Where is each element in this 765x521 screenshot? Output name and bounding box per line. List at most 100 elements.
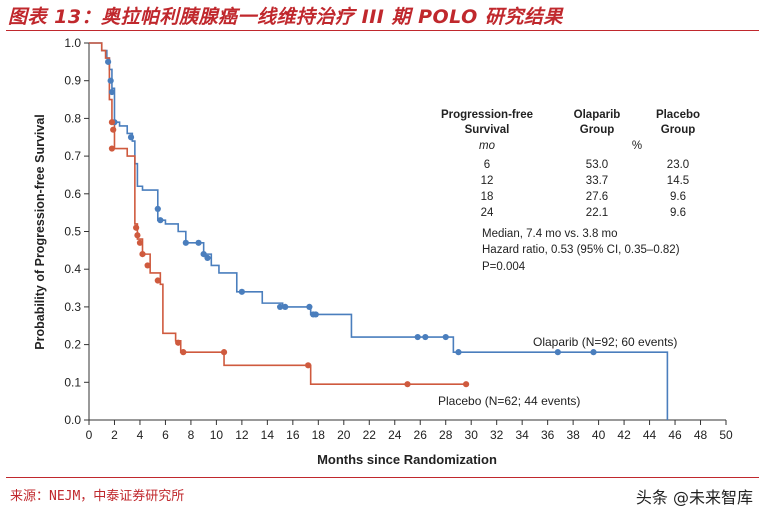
table-header-placebo-line2: Group [661,124,696,136]
stat-p-value: P=0.004 [482,261,526,273]
table-row-olaparib: 53.0 [586,159,608,171]
olaparib-censor-point [282,303,289,310]
x-tick-label: 34 [515,428,529,442]
placebo-censor-point [154,277,161,284]
olaparib-censor-point [154,205,161,212]
y-tick-label: 0.2 [64,338,81,352]
y-tick-label: 0.6 [64,187,81,201]
x-tick-label: 38 [566,428,580,442]
y-tick-label: 0.0 [64,413,81,427]
olaparib-censor-point [238,288,245,295]
olaparib-censor-point [306,303,313,310]
figure-title: 图表 13：奥拉帕利胰腺癌一线维持治疗 III 期 POLO 研究结果 [8,6,563,28]
table-header-olaparib-line1: Olaparib [574,109,621,121]
x-tick-label: 40 [592,428,606,442]
y-tick-label: 0.3 [64,300,81,314]
olaparib-censor-point [157,217,164,224]
table-row-month: 18 [481,191,494,203]
x-tick-label: 0 [86,428,93,442]
x-tick-label: 50 [719,428,733,442]
olaparib-censor-point [554,349,561,356]
table-header-placebo-line1: Placebo [656,109,700,121]
x-tick-label: 46 [668,428,682,442]
placebo-censor-point [133,224,140,231]
placebo-censor-point [110,126,117,133]
table-row-month: 24 [481,207,494,219]
placebo-censor-point [108,119,116,126]
x-tick-label: 16 [286,428,300,442]
olaparib-censor-point [127,134,135,141]
table-unit-percent: % [632,140,642,152]
source-rule [6,477,759,478]
censor-marks [105,58,597,388]
x-tick-label: 20 [337,428,351,442]
x-tick-label: 6 [162,428,169,442]
x-tick-label: 22 [363,428,377,442]
source-note: 来源：NEJM，中泰证券研究所 [10,489,185,504]
placebo-censor-point [305,362,312,369]
placebo-censor-point [180,349,187,356]
x-tick-label: 8 [188,428,195,442]
y-axis-label: Probability of Progression-free Survival [33,114,47,349]
olaparib-censor-point [442,333,449,341]
x-tick-label: 30 [465,428,479,442]
table-header-pfs-line2: Survival [465,124,510,136]
placebo-censor-point [220,349,228,356]
x-tick-label: 26 [414,428,428,442]
table-row-olaparib: 22.1 [586,207,608,219]
placebo-censor-point [404,381,411,388]
table-row-placebo: 9.6 [670,207,686,219]
table-row-placebo: 23.0 [667,159,689,171]
y-tick-label: 0.9 [64,74,81,88]
x-tick-label: 48 [694,428,708,442]
x-tick-label: 24 [388,428,402,442]
y-tick-label: 0.8 [64,111,81,125]
olaparib-censor-point [105,58,112,65]
olaparib-censor-point [590,349,597,356]
olaparib-curve-label: Olaparib (N=92; 60 events) [533,335,677,349]
x-axis-label: Months since Randomization [317,452,497,467]
x-tick-label: 18 [312,428,326,442]
olaparib-censor-point [455,349,462,356]
title-rule [6,30,759,31]
axes: 0 2 4 6 8 10 12 14 16 18 20 22 24 26 28 30 32 34 36 38 40 42 4… [64,36,733,442]
placebo-km-curve [89,42,469,385]
table-unit-months: mo [479,140,496,152]
x-tick-label: 4 [137,428,144,442]
olaparib-censor-point [312,311,319,318]
x-tick-label: 32 [490,428,504,442]
olaparib-censor-point [422,333,429,341]
x-tick-label: 12 [235,428,249,442]
stat-median: Median, 7.4 mo vs. 3.8 mo [482,228,618,240]
placebo-curve-label: Placebo (N=62; 44 events) [438,394,580,408]
table-header-olaparib-line2: Group [580,124,615,136]
olaparib-censor-point [182,239,189,246]
olaparib-censor-point [204,254,211,261]
placebo-censor-point [144,262,151,269]
table-row-month: 12 [481,175,494,187]
y-tick-label: 0.4 [64,262,81,276]
x-tick-label: 44 [643,428,657,442]
y-tick-label: 1.0 [64,36,81,50]
watermark: 头条 @未来智库 [635,488,753,507]
table-row-placebo: 9.6 [670,191,686,203]
y-tick-label: 0.5 [64,225,81,239]
olaparib-censor-point [195,239,202,246]
x-tick-label: 10 [210,428,224,442]
table-row-olaparib: 27.6 [586,191,608,203]
table-row-placebo: 14.5 [667,175,689,187]
placebo-censor-point [175,339,182,346]
olaparib-censor-point [414,333,421,341]
x-tick-label: 28 [439,428,453,442]
table-header-pfs-line1: Progression-free [441,109,533,121]
stat-hazard-ratio: Hazard ratio, 0.53 (95% CI, 0.35–0.82) [482,244,680,256]
x-tick-label: 42 [617,428,631,442]
placebo-censor-point [108,145,116,152]
placebo-censor-point [139,251,146,258]
olaparib-censor-point [107,77,114,84]
y-tick-label: 0.7 [64,149,81,163]
placebo-censor-point [134,232,141,239]
placebo-censor-point [136,239,144,246]
olaparib-censor-point [200,251,207,258]
